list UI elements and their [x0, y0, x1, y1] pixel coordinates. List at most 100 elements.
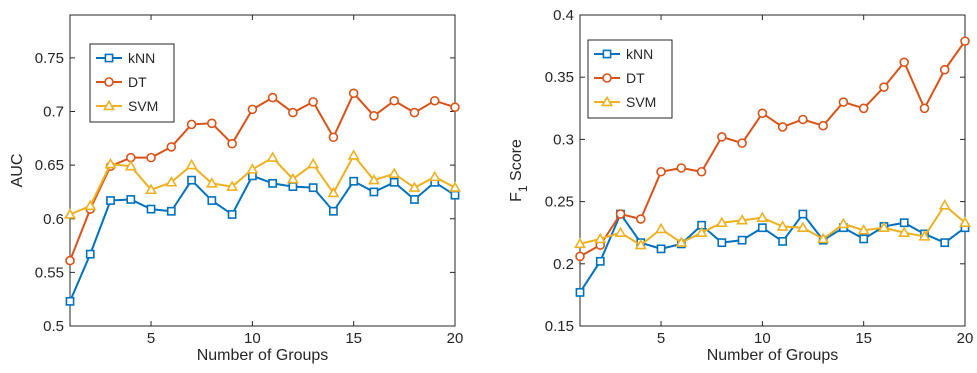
- data-point-knn: [227, 210, 237, 219]
- x-axis-label: Number of Groups: [707, 347, 839, 364]
- data-point-dt: [939, 64, 950, 75]
- data-point-dt: [575, 251, 585, 262]
- data-point-knn: [410, 195, 419, 204]
- plot-area: [579, 14, 966, 327]
- y-axis-label: AUC: [9, 154, 26, 188]
- data-point-svm: [959, 216, 971, 227]
- data-point-svm: [898, 226, 911, 237]
- data-point-knn: [389, 177, 399, 187]
- data-point-dt: [348, 88, 359, 99]
- data-point-svm: [104, 157, 117, 169]
- data-point-dt: [227, 138, 237, 149]
- data-point-knn: [940, 238, 950, 248]
- legend-marker-dt: [602, 73, 612, 83]
- data-point-svm: [185, 158, 198, 170]
- data-point-svm: [408, 181, 421, 192]
- data-point-dt: [656, 166, 666, 177]
- x-axis-label: Number of Groups: [197, 347, 329, 364]
- legend-label-dt: DT: [626, 70, 645, 86]
- legend-marker-knn: [104, 53, 114, 63]
- series-line-knn: [69, 174, 456, 302]
- legend: kNN DT SVM: [89, 43, 175, 123]
- data-point-dt: [696, 166, 707, 177]
- data-point-svm: [84, 199, 97, 211]
- data-point-knn: [106, 196, 115, 205]
- data-point-dt: [267, 92, 278, 103]
- data-point-knn: [798, 209, 808, 219]
- data-point-dt: [676, 163, 687, 173]
- data-point-dt: [858, 103, 869, 114]
- data-point-dt: [818, 120, 828, 131]
- data-point-svm: [449, 181, 461, 192]
- data-point-knn: [717, 238, 727, 248]
- auc-chart-panel: 5 10 15 20 0.5 0.55 0.6 0.65 0.7 0.75 Number of Gr…: [9, 14, 464, 364]
- data-point-svm: [205, 177, 218, 188]
- data-point-svm: [634, 238, 647, 250]
- data-point-svm: [124, 159, 137, 171]
- data-point-dt: [389, 95, 400, 106]
- data-point-dt: [429, 95, 440, 106]
- data-point-svm: [715, 216, 728, 227]
- y-tick-label: 0.7: [43, 104, 64, 121]
- data-point-dt: [328, 132, 339, 143]
- data-point-dt: [635, 214, 646, 224]
- legend: kNN DT SVM: [587, 39, 673, 119]
- data-point-knn: [268, 178, 278, 188]
- data-point-knn: [329, 206, 338, 216]
- y-tick-label: 0.4: [553, 7, 574, 24]
- data-point-knn: [859, 234, 869, 244]
- data-point-dt: [369, 111, 379, 121]
- data-point-dt: [838, 97, 849, 107]
- data-point-dt: [737, 138, 747, 148]
- data-point-dt: [288, 107, 298, 118]
- data-point-dt: [757, 108, 768, 119]
- data-point-dt: [166, 142, 177, 152]
- data-point-dt: [717, 132, 727, 142]
- data-point-dt: [146, 152, 156, 163]
- data-point-knn: [65, 296, 75, 306]
- legend-label-dt: DT: [128, 74, 147, 90]
- y-tick-label: 0.55: [35, 264, 64, 281]
- data-point-knn: [85, 249, 95, 259]
- legend-label-knn: kNN: [626, 46, 653, 62]
- legend-marker-svm: [601, 95, 613, 107]
- data-point-svm: [286, 172, 299, 184]
- data-point-knn: [575, 288, 585, 297]
- y-tick-label: 0.25: [545, 194, 574, 211]
- legend-marker-knn: [602, 49, 612, 59]
- data-point-svm: [347, 149, 360, 160]
- x-tick-label: 15: [345, 330, 362, 347]
- data-point-knn: [737, 235, 747, 245]
- data-point-svm: [837, 217, 850, 229]
- data-point-svm: [64, 208, 76, 219]
- data-point-svm: [796, 221, 809, 232]
- series-line-svm: [579, 204, 966, 247]
- y-axis-label: F1 Score: [508, 139, 530, 202]
- data-point-svm: [918, 230, 931, 241]
- y-tick-label: 0.5: [43, 318, 64, 335]
- data-point-svm: [655, 222, 668, 234]
- data-point-svm: [574, 237, 586, 249]
- data-point-knn: [166, 206, 176, 216]
- legend-marker-svm: [103, 99, 115, 111]
- data-point-knn: [778, 237, 788, 246]
- x-tick-label: 20: [957, 330, 974, 347]
- data-point-svm: [695, 226, 708, 237]
- data-point-svm: [307, 157, 320, 169]
- data-point-svm: [736, 214, 749, 225]
- x-tick-label: 20: [447, 330, 464, 347]
- y-tick-label: 0.35: [545, 69, 574, 86]
- data-point-svm: [938, 199, 951, 210]
- series-line-dt: [579, 40, 966, 258]
- data-point-svm: [367, 173, 380, 185]
- data-point-svm: [145, 183, 158, 195]
- data-point-knn: [308, 183, 318, 193]
- data-point-knn: [757, 223, 767, 233]
- data-point-svm: [388, 167, 401, 178]
- data-point-dt: [798, 114, 808, 125]
- data-point-svm: [675, 236, 688, 247]
- data-point-dt: [450, 102, 460, 113]
- data-point-svm: [428, 170, 441, 182]
- data-point-svm: [877, 221, 890, 232]
